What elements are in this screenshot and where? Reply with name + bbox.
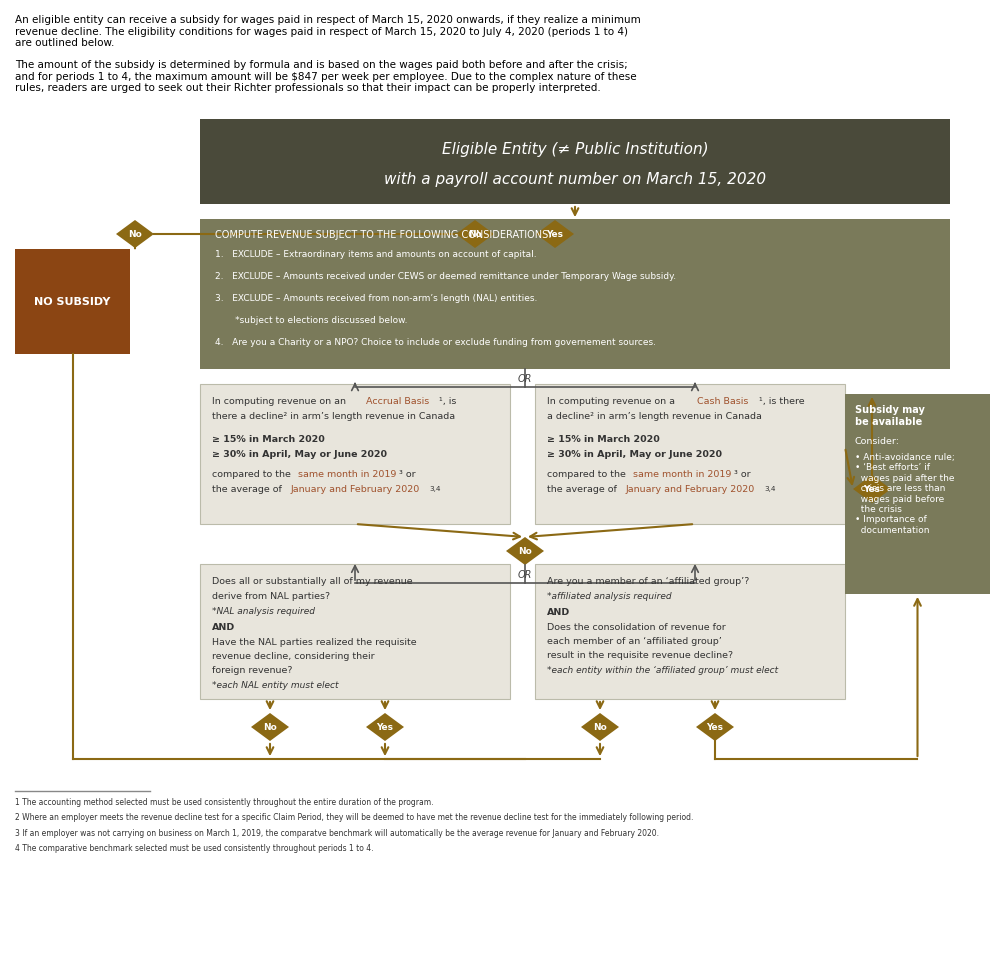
Text: Does the consolidation of revenue for: Does the consolidation of revenue for	[547, 622, 726, 632]
Text: OR: OR	[518, 570, 532, 579]
Text: ≥ 30% in April, May or June 2020: ≥ 30% in April, May or June 2020	[212, 450, 387, 458]
Text: same month in 2019: same month in 2019	[633, 470, 731, 479]
FancyBboxPatch shape	[200, 220, 950, 369]
Text: Yes: Yes	[546, 231, 564, 239]
Text: January and February 2020: January and February 2020	[291, 484, 420, 493]
Text: In computing revenue on a: In computing revenue on a	[547, 396, 678, 406]
Polygon shape	[853, 476, 891, 504]
Polygon shape	[116, 221, 154, 249]
Text: result in the requisite revenue decline?: result in the requisite revenue decline?	[547, 650, 733, 659]
Text: ³ or: ³ or	[734, 470, 751, 479]
Text: No: No	[128, 231, 142, 239]
Text: same month in 2019: same month in 2019	[298, 470, 396, 479]
Text: Does all or substantially all of my revenue: Does all or substantially all of my reve…	[212, 577, 413, 585]
FancyBboxPatch shape	[535, 385, 845, 524]
Text: An eligible entity can receive a subsidy for wages paid in respect of March 15, : An eligible entity can receive a subsidy…	[15, 15, 641, 48]
Polygon shape	[366, 713, 404, 741]
Text: Accrual Basis: Accrual Basis	[366, 396, 429, 406]
Text: OR: OR	[518, 374, 532, 384]
Text: Yes: Yes	[864, 485, 881, 494]
Text: the average of: the average of	[547, 484, 620, 493]
Text: Yes: Yes	[706, 723, 724, 732]
Text: The amount of the subsidy is determined by formula and is based on the wages pai: The amount of the subsidy is determined …	[15, 60, 637, 93]
Text: revenue decline, considering their: revenue decline, considering their	[212, 651, 375, 660]
Text: ≥ 30% in April, May or June 2020: ≥ 30% in April, May or June 2020	[547, 450, 722, 458]
Text: AND: AND	[547, 608, 570, 616]
Text: *each entity within the ‘affiliated group’ must elect: *each entity within the ‘affiliated grou…	[547, 666, 778, 674]
FancyBboxPatch shape	[15, 250, 130, 355]
Text: 2.   EXCLUDE – Amounts received under CEWS or deemed remittance under Temporary : 2. EXCLUDE – Amounts received under CEWS…	[215, 271, 676, 281]
Text: No: No	[468, 231, 482, 239]
Polygon shape	[536, 221, 574, 249]
Text: • Anti-avoidance rule;
• ‘Best efforts’ if
  wages paid after the
  crisis are l: • Anti-avoidance rule; • ‘Best efforts’ …	[855, 453, 955, 534]
Text: *NAL analysis required: *NAL analysis required	[212, 607, 315, 615]
Text: 4.   Are you a Charity or a NPO? Choice to include or exclude funding from gover: 4. Are you a Charity or a NPO? Choice to…	[215, 337, 656, 347]
Text: ≥ 15% in March 2020: ≥ 15% in March 2020	[547, 434, 660, 444]
Text: *affiliated analysis required: *affiliated analysis required	[547, 591, 672, 601]
FancyBboxPatch shape	[845, 394, 990, 594]
Text: a decline² in arm’s length revenue in Canada: a decline² in arm’s length revenue in Ca…	[547, 412, 762, 421]
Text: Eligible Entity (≠ Public Institution): Eligible Entity (≠ Public Institution)	[442, 141, 708, 157]
Text: Subsidy may
be available: Subsidy may be available	[855, 405, 925, 426]
Text: ³ or: ³ or	[399, 470, 416, 479]
Polygon shape	[456, 221, 494, 249]
Text: Yes: Yes	[376, 723, 394, 732]
Text: with a payroll account number on March 15, 2020: with a payroll account number on March 1…	[384, 172, 766, 187]
FancyBboxPatch shape	[200, 564, 510, 700]
Text: 3 If an employer was not carrying on business on March 1, 2019, the comparatve b: 3 If an employer was not carrying on bus…	[15, 828, 659, 837]
Polygon shape	[251, 713, 289, 741]
Text: 2 Where an employer meets the revenue decline test for a specific Claim Period, : 2 Where an employer meets the revenue de…	[15, 813, 693, 822]
Text: ¹, is: ¹, is	[439, 396, 456, 406]
Text: *each NAL entity must elect: *each NAL entity must elect	[212, 680, 338, 689]
Text: 3.   EXCLUDE – Amounts received from non-arm’s length (NAL) entities.: 3. EXCLUDE – Amounts received from non-a…	[215, 294, 537, 302]
Text: In computing revenue on an: In computing revenue on an	[212, 396, 349, 406]
Text: Have the NAL parties realized the requisite: Have the NAL parties realized the requis…	[212, 638, 417, 646]
Text: Cash Basis: Cash Basis	[697, 396, 748, 406]
Text: COMPUTE REVENUE SUBJECT TO THE FOLLOWING CONSIDERATIONS:: COMPUTE REVENUE SUBJECT TO THE FOLLOWING…	[215, 230, 552, 239]
Text: 3,4: 3,4	[429, 485, 440, 491]
Text: *subject to elections discussed below.: *subject to elections discussed below.	[215, 316, 408, 325]
Text: the average of: the average of	[212, 484, 285, 493]
Text: compared to the: compared to the	[547, 470, 629, 479]
Text: 3,4: 3,4	[764, 485, 776, 491]
Text: No: No	[263, 723, 277, 732]
Text: each member of an ‘affiliated group’: each member of an ‘affiliated group’	[547, 637, 722, 645]
Text: there a decline² in arm’s length revenue in Canada: there a decline² in arm’s length revenue…	[212, 412, 455, 421]
Text: NO SUBSIDY: NO SUBSIDY	[34, 297, 111, 307]
Polygon shape	[581, 713, 619, 741]
Text: 4 The comparative benchmark selected must be used consistently throughout period: 4 The comparative benchmark selected mus…	[15, 844, 374, 853]
Text: No: No	[593, 723, 607, 732]
Text: Are you a member of an ‘affiliated group’?: Are you a member of an ‘affiliated group…	[547, 577, 749, 585]
Polygon shape	[696, 713, 734, 741]
Polygon shape	[506, 538, 544, 566]
Text: Consider:: Consider:	[855, 437, 900, 446]
FancyBboxPatch shape	[535, 564, 845, 700]
Text: 1.   EXCLUDE – Extraordinary items and amounts on account of capital.: 1. EXCLUDE – Extraordinary items and amo…	[215, 250, 537, 259]
Text: foreign revenue?: foreign revenue?	[212, 666, 292, 674]
Text: compared to the: compared to the	[212, 470, 294, 479]
Text: 1 The accounting method selected must be used consistently throughout the entire: 1 The accounting method selected must be…	[15, 797, 434, 806]
FancyBboxPatch shape	[200, 120, 950, 204]
Text: January and February 2020: January and February 2020	[626, 484, 755, 493]
Text: derive from NAL parties?: derive from NAL parties?	[212, 591, 330, 601]
Text: ¹, is there: ¹, is there	[759, 396, 805, 406]
Text: AND: AND	[212, 622, 235, 632]
Text: ≥ 15% in March 2020: ≥ 15% in March 2020	[212, 434, 325, 444]
Text: No: No	[518, 547, 532, 556]
FancyBboxPatch shape	[200, 385, 510, 524]
